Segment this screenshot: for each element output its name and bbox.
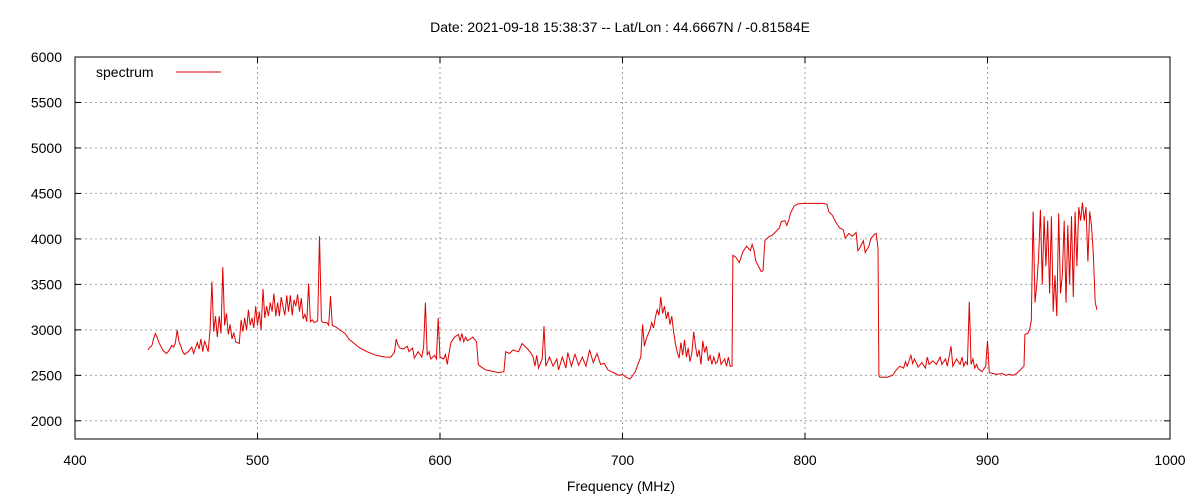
grid-lines	[75, 57, 1170, 439]
x-axis-ticks: 400 500 600 700 800 900 1000	[63, 57, 1186, 468]
x-tick-label: 900	[976, 452, 1000, 468]
series-group	[147, 202, 1098, 380]
y-tick-label: 5500	[31, 94, 62, 110]
y-tick-label: 6000	[31, 49, 62, 65]
x-tick-label: 500	[246, 452, 270, 468]
series-line-spectrum	[147, 202, 1098, 380]
x-tick-label: 800	[793, 452, 817, 468]
x-axis-label: Frequency (MHz)	[567, 478, 675, 494]
y-tick-label: 3500	[31, 276, 62, 292]
y-axis-ticks: 2000 2500 3000 3500 4000 4500 5000 5500 6000	[31, 49, 1170, 429]
y-tick-label: 5000	[31, 140, 62, 156]
y-tick-label: 4500	[31, 185, 62, 201]
legend-label-spectrum: spectrum	[96, 64, 154, 80]
plot-frame	[74, 56, 1171, 440]
x-tick-label: 700	[611, 452, 635, 468]
y-tick-label: 2500	[31, 367, 62, 383]
x-tick-label: 600	[428, 452, 452, 468]
y-tick-label: 2000	[31, 413, 62, 429]
chart-title: Date: 2021-09-18 15:38:37 -- Lat/Lon : 4…	[430, 19, 810, 35]
x-tick-label: 1000	[1154, 452, 1185, 468]
legend: spectrum	[96, 64, 221, 80]
x-tick-label: 400	[63, 452, 87, 468]
y-tick-label: 3000	[31, 322, 62, 338]
y-tick-label: 4000	[31, 231, 62, 247]
